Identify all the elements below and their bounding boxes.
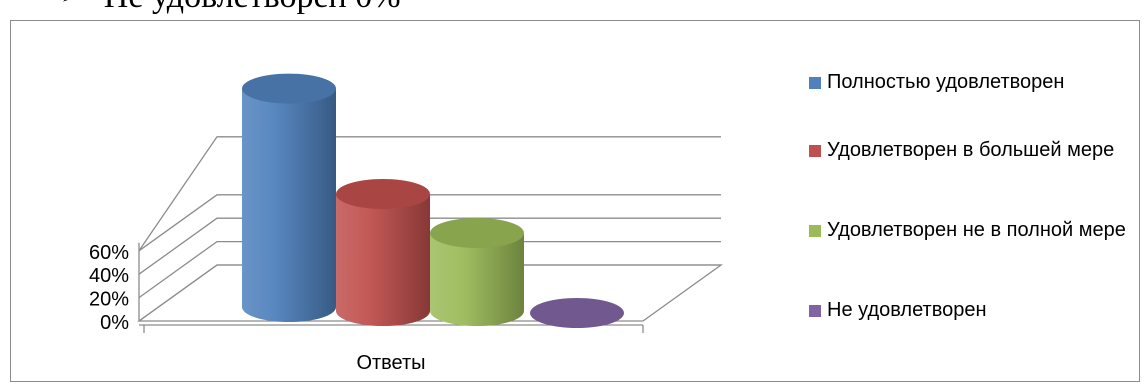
y-tick-label: 60% [89,242,129,264]
chart-frame: 0% 20% 40% 60% Ответы Полностью удовлетворе… [10,20,1140,382]
gridline [138,217,721,275]
bar-body [242,88,336,322]
y-tick-label: 0% [100,312,129,334]
bar-top [430,218,524,248]
legend-label: Удовлетворен в большей мере [827,139,1115,161]
x-axis-labels: Ответы [356,352,425,374]
bar-top [336,179,430,209]
bar-body [430,233,524,326]
bar-4 [530,298,624,328]
bar-top [242,73,336,104]
bar-body [336,194,430,326]
wall-top-line [138,136,721,252]
bar-2 [336,179,430,326]
bar-top [530,298,624,328]
arrow-bullet-icon: ➢ [60,0,82,10]
legend-label: Удовлетворен не в полной мере [827,219,1126,241]
chart-bars [242,73,624,328]
x-category-label: Ответы [356,352,425,374]
legend-swatch-icon [809,225,821,237]
legend-label: Полностью удовлетворен [827,71,1065,93]
bar-1 [242,73,336,322]
legend-label: Не удовлетворен [827,299,987,321]
legend-swatch-icon [809,305,821,317]
gridline [138,240,721,299]
heading-label: Не удовлетворен 0% [104,0,401,15]
chart-plot: 0%20%40%60% Ответы [89,73,724,374]
legend-swatch-icon [809,145,821,157]
heading-text: ➢ Не удовлетворен 0% [60,0,401,16]
y-axis-ticks: 0%20%40%60% [89,242,129,334]
y-tick-label: 40% [89,265,129,287]
gridline [138,264,721,322]
bar-3 [430,218,524,326]
chart-gridlines [138,194,721,322]
gridline [138,194,721,252]
legend-swatch-icon [809,77,821,89]
y-tick-label: 20% [89,289,129,311]
